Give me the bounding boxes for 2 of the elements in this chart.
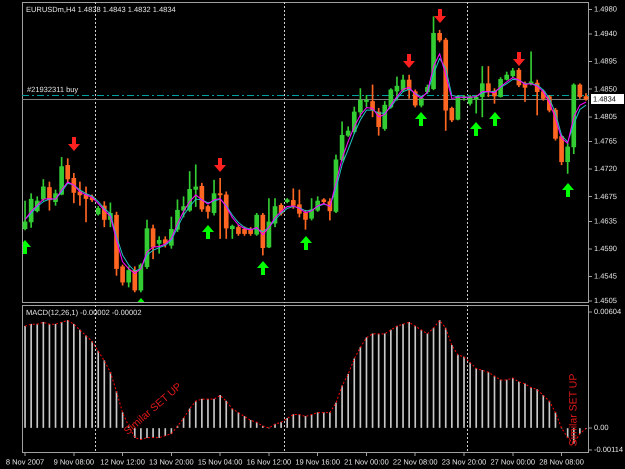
line-series [24,320,586,444]
annotation: Similar SET UP [568,374,580,446]
